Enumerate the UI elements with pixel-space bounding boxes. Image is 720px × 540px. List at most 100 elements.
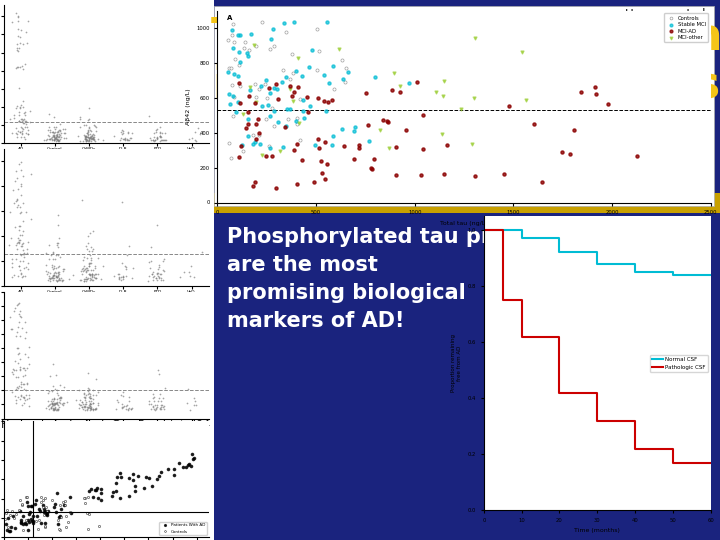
Point (115, 275, 127, 284)
Point (87, 226, 99, 235)
Point (148, 136, 159, 144)
Point (50, 271, 61, 280)
Point (44, 135, 55, 144)
Point (12, 12, 24, 21)
Controls (32, 524, 44, 533)
Point (48, 406, 60, 414)
Patients With AD (23, 517, 35, 526)
Point (81, 135, 92, 144)
Patients With AD (155, 467, 166, 476)
Point (76, 397, 88, 406)
Point (15, 100, 27, 109)
Point (148, 272, 160, 281)
Point (17, 242, 28, 251)
Point (18, 393, 30, 402)
Stable MCI (305, 102, 316, 110)
Point (14, 33, 25, 42)
MCI-AD (390, 143, 402, 151)
Patients With AD (39, 508, 50, 517)
Point (81, 131, 92, 140)
Patients With AD (89, 486, 101, 495)
Point (14, 310, 25, 319)
MCI-other (274, 146, 285, 155)
Point (87, 395, 99, 403)
Point (84, 403, 96, 412)
Point (21, 248, 32, 257)
Point (51, 406, 63, 414)
Point (158, 267, 170, 275)
Point (50, 122, 62, 131)
Stable MCI (297, 106, 309, 115)
Point (84, 401, 95, 410)
Point (91, 401, 103, 409)
Point (13, 84, 24, 92)
Point (82, 130, 94, 139)
Controls (251, 42, 262, 50)
Point (117, 272, 129, 281)
Point (9, 357, 21, 366)
Point (84, 389, 95, 397)
Controls (33, 516, 45, 524)
Point (45, 372, 56, 380)
Normal CSF (480, 227, 488, 233)
MCI-AD (325, 96, 337, 104)
Point (17, 199, 29, 207)
MCI-AD (266, 152, 277, 160)
MCI-AD (312, 135, 324, 144)
Point (11, 328, 22, 336)
Point (53, 267, 64, 276)
Controls (253, 130, 265, 139)
Stable MCI (264, 144, 276, 153)
Point (188, 394, 199, 403)
MCI-AD (233, 153, 245, 162)
Point (12, 195, 23, 204)
Patients With AD (92, 494, 104, 502)
Stable MCI (272, 117, 284, 126)
Point (24, 401, 35, 410)
Point (155, 269, 166, 278)
Point (20, 116, 32, 125)
Point (18, 109, 30, 118)
Point (10, 197, 22, 205)
Point (127, 264, 139, 273)
Point (47, 249, 58, 258)
Patients With AD (140, 473, 151, 482)
Point (14, 311, 26, 320)
Patients With AD (185, 462, 197, 470)
Point (158, 404, 170, 413)
Stable MCI (255, 81, 266, 90)
Controls (291, 114, 302, 123)
Point (51, 135, 63, 144)
Point (73, 403, 85, 412)
Point (48, 131, 59, 140)
Point (59, 125, 71, 133)
Point (146, 269, 158, 278)
Point (12, 39, 23, 48)
Point (12, 25, 24, 34)
Point (10, 254, 22, 263)
Point (50, 267, 61, 276)
Point (15, 191, 27, 199)
Stable MCI (235, 31, 246, 39)
Point (80, 136, 91, 145)
Point (84, 390, 96, 399)
Point (81, 266, 93, 274)
Point (50, 264, 62, 273)
MCI-AD (353, 140, 364, 149)
Controls (243, 45, 255, 54)
Y-axis label: Aβ42 (ng/L): Aβ42 (ng/L) (186, 89, 191, 125)
MCI-AD (272, 95, 284, 104)
Controls (0, 515, 11, 524)
Point (15, 158, 27, 167)
Point (79, 132, 91, 140)
Point (12, 12, 24, 21)
Stable MCI (309, 141, 320, 150)
Point (44, 123, 55, 132)
Point (83, 390, 94, 399)
Point (86, 276, 98, 285)
Point (19, 248, 30, 257)
Point (19, 116, 30, 125)
Patients With AD (127, 476, 139, 485)
Point (9, 176, 21, 185)
Point (153, 366, 164, 374)
